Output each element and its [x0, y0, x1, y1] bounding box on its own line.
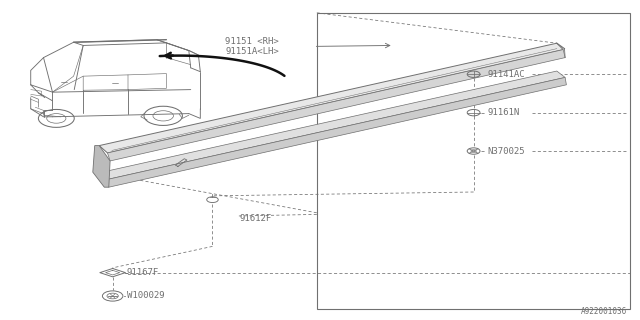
Text: 91167F: 91167F [127, 268, 159, 277]
Text: A922001036: A922001036 [581, 307, 627, 316]
Polygon shape [93, 146, 110, 187]
Text: 91612F: 91612F [240, 214, 272, 223]
Text: 91161N: 91161N [488, 108, 520, 117]
Polygon shape [106, 77, 566, 187]
Polygon shape [108, 50, 565, 161]
Text: 91151 <RH>: 91151 <RH> [225, 37, 279, 46]
Polygon shape [99, 43, 563, 153]
Text: N370025: N370025 [488, 147, 525, 156]
Text: 91151A<LH>: 91151A<LH> [225, 47, 279, 56]
Text: 91141AC: 91141AC [488, 70, 525, 79]
Polygon shape [99, 71, 565, 180]
Text: W100029: W100029 [127, 292, 164, 300]
Bar [317, 13, 630, 309]
